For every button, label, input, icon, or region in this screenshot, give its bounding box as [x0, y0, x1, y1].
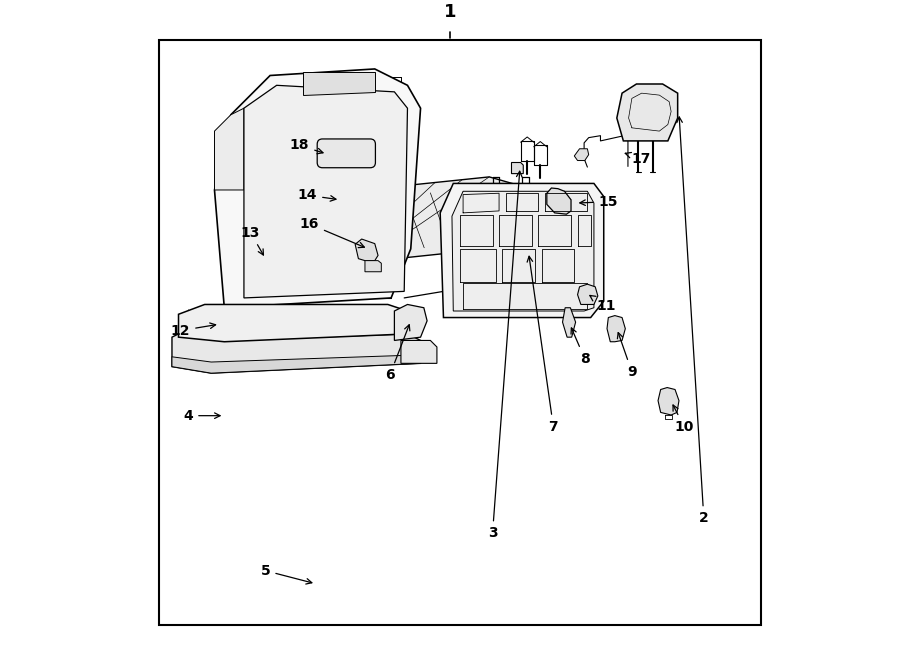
Polygon shape [562, 308, 576, 337]
Text: 12: 12 [171, 323, 216, 338]
Polygon shape [300, 177, 552, 262]
Polygon shape [578, 284, 598, 305]
Text: 11: 11 [590, 295, 616, 313]
Polygon shape [511, 163, 523, 174]
Text: 3: 3 [488, 171, 522, 541]
Text: 4: 4 [184, 408, 220, 422]
Text: 13: 13 [241, 225, 264, 255]
FancyBboxPatch shape [317, 139, 375, 168]
Text: 18: 18 [290, 139, 323, 154]
Text: 14: 14 [298, 188, 336, 202]
Polygon shape [356, 239, 378, 260]
Polygon shape [172, 334, 420, 373]
Polygon shape [178, 305, 408, 342]
Text: 9: 9 [617, 332, 636, 379]
Text: 17: 17 [626, 151, 651, 165]
Polygon shape [172, 355, 420, 373]
Text: 1: 1 [444, 3, 456, 21]
Polygon shape [214, 69, 420, 308]
Text: 8: 8 [571, 328, 590, 366]
Polygon shape [658, 387, 679, 415]
Polygon shape [452, 191, 594, 311]
Text: 5: 5 [261, 564, 311, 584]
Polygon shape [607, 315, 625, 342]
Polygon shape [400, 340, 436, 364]
Polygon shape [394, 305, 428, 340]
Polygon shape [244, 85, 408, 298]
Text: 7: 7 [527, 256, 558, 434]
Polygon shape [302, 72, 374, 95]
Text: 10: 10 [673, 405, 694, 434]
Polygon shape [214, 108, 244, 190]
Polygon shape [538, 229, 558, 272]
Polygon shape [365, 260, 382, 272]
Text: 2: 2 [677, 117, 708, 525]
Bar [159, 40, 760, 625]
Text: 15: 15 [580, 195, 618, 209]
Text: 16: 16 [300, 217, 364, 248]
Polygon shape [574, 149, 589, 161]
Polygon shape [547, 188, 571, 214]
Polygon shape [616, 84, 678, 141]
Polygon shape [440, 184, 604, 317]
Text: 6: 6 [385, 325, 410, 382]
